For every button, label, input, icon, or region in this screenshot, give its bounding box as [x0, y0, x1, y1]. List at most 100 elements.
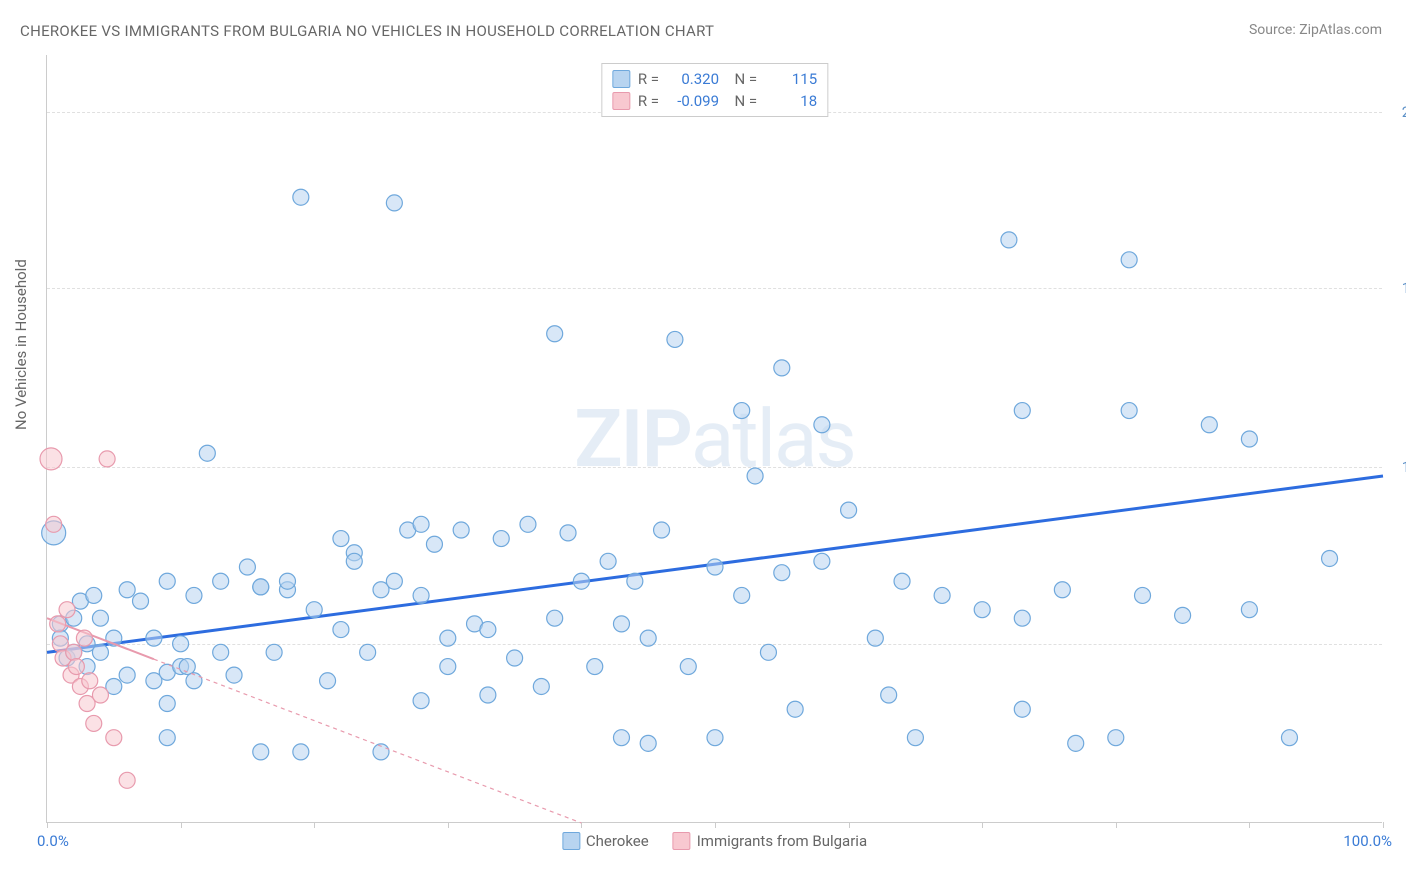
data-point — [640, 630, 656, 646]
data-point — [50, 616, 66, 632]
data-point — [279, 573, 295, 589]
data-point — [159, 730, 175, 746]
data-point — [547, 326, 563, 342]
data-point — [82, 673, 98, 689]
x-max-label: 100.0% — [1343, 832, 1392, 850]
data-point — [146, 630, 162, 646]
data-point — [1322, 550, 1338, 566]
data-point — [1201, 417, 1217, 433]
data-point — [480, 622, 496, 638]
data-point — [867, 630, 883, 646]
data-point — [760, 644, 776, 660]
data-point — [627, 573, 643, 589]
data-point — [1001, 232, 1017, 248]
y-tick-label: 6.3% — [1387, 635, 1406, 653]
data-point — [1014, 610, 1030, 626]
x-tick — [581, 822, 582, 828]
data-point — [493, 531, 509, 547]
x-tick — [982, 822, 983, 828]
data-point — [360, 644, 376, 660]
x-tick — [47, 822, 48, 828]
x-min-label: 0.0% — [37, 832, 69, 850]
data-point — [814, 417, 830, 433]
legend-item: Cherokee — [562, 832, 649, 850]
data-point — [600, 553, 616, 569]
data-point — [186, 673, 202, 689]
data-point — [226, 667, 242, 683]
data-point — [613, 616, 629, 632]
data-point — [86, 587, 102, 603]
correlation-box: R =0.320 N =115R =-0.099 N =18 — [601, 63, 828, 117]
n-label: N = — [727, 90, 757, 112]
data-point — [253, 579, 269, 595]
data-point — [480, 687, 496, 703]
data-point — [386, 195, 402, 211]
data-point — [1281, 730, 1297, 746]
data-point — [253, 744, 269, 760]
x-tick — [1383, 822, 1384, 828]
data-point — [293, 189, 309, 205]
data-point — [573, 573, 589, 589]
legend-label: Cherokee — [586, 832, 649, 850]
legend-swatch — [673, 832, 691, 850]
n-value: 115 — [765, 68, 817, 90]
data-point — [1241, 602, 1257, 618]
data-point — [907, 730, 923, 746]
data-point — [787, 701, 803, 717]
data-point — [46, 516, 62, 532]
series-swatch — [612, 92, 630, 110]
data-point — [266, 644, 282, 660]
r-label: R = — [638, 68, 659, 90]
correlation-row: R =0.320 N =115 — [612, 68, 817, 90]
n-label: N = — [727, 68, 757, 90]
legend-item: Immigrants from Bulgaria — [673, 832, 867, 850]
data-point — [92, 687, 108, 703]
x-tick — [448, 822, 449, 828]
data-point — [68, 659, 84, 675]
correlation-row: R =-0.099 N =18 — [612, 90, 817, 112]
data-point — [99, 451, 115, 467]
data-point — [86, 715, 102, 731]
y-tick-label: 18.8% — [1387, 279, 1406, 297]
data-point — [66, 644, 82, 660]
data-point — [1014, 701, 1030, 717]
data-point — [747, 468, 763, 484]
data-point — [533, 678, 549, 694]
scatter-chart: ZIPatlas 6.3%12.5%18.8%25.0% R =0.320 N … — [46, 55, 1382, 823]
x-tick — [1116, 822, 1117, 828]
data-point — [1014, 403, 1030, 419]
chart-title: CHEROKEE VS IMMIGRANTS FROM BULGARIA NO … — [20, 22, 714, 40]
data-point — [894, 573, 910, 589]
data-point — [333, 531, 349, 547]
data-point — [520, 516, 536, 532]
data-point — [547, 610, 563, 626]
data-point — [1108, 730, 1124, 746]
data-point — [413, 587, 429, 603]
data-point — [119, 772, 135, 788]
data-point — [186, 587, 202, 603]
data-point — [1241, 431, 1257, 447]
data-point — [239, 559, 255, 575]
data-point — [413, 693, 429, 709]
data-point — [881, 687, 897, 703]
data-point — [1054, 582, 1070, 598]
data-point — [40, 448, 62, 470]
data-point — [426, 536, 442, 552]
data-point — [119, 667, 135, 683]
data-point — [1068, 735, 1084, 751]
data-point — [213, 644, 229, 660]
data-point — [734, 403, 750, 419]
data-point — [707, 559, 723, 575]
data-point — [92, 610, 108, 626]
data-point — [934, 587, 950, 603]
data-point — [306, 602, 322, 618]
series-swatch — [612, 70, 630, 88]
data-point — [667, 331, 683, 347]
data-point — [320, 673, 336, 689]
data-point — [1135, 587, 1151, 603]
data-point — [106, 730, 122, 746]
data-point — [1121, 403, 1137, 419]
r-value: -0.099 — [667, 90, 719, 112]
source-label: Source: ZipAtlas.com — [1249, 22, 1382, 38]
data-point — [453, 522, 469, 538]
